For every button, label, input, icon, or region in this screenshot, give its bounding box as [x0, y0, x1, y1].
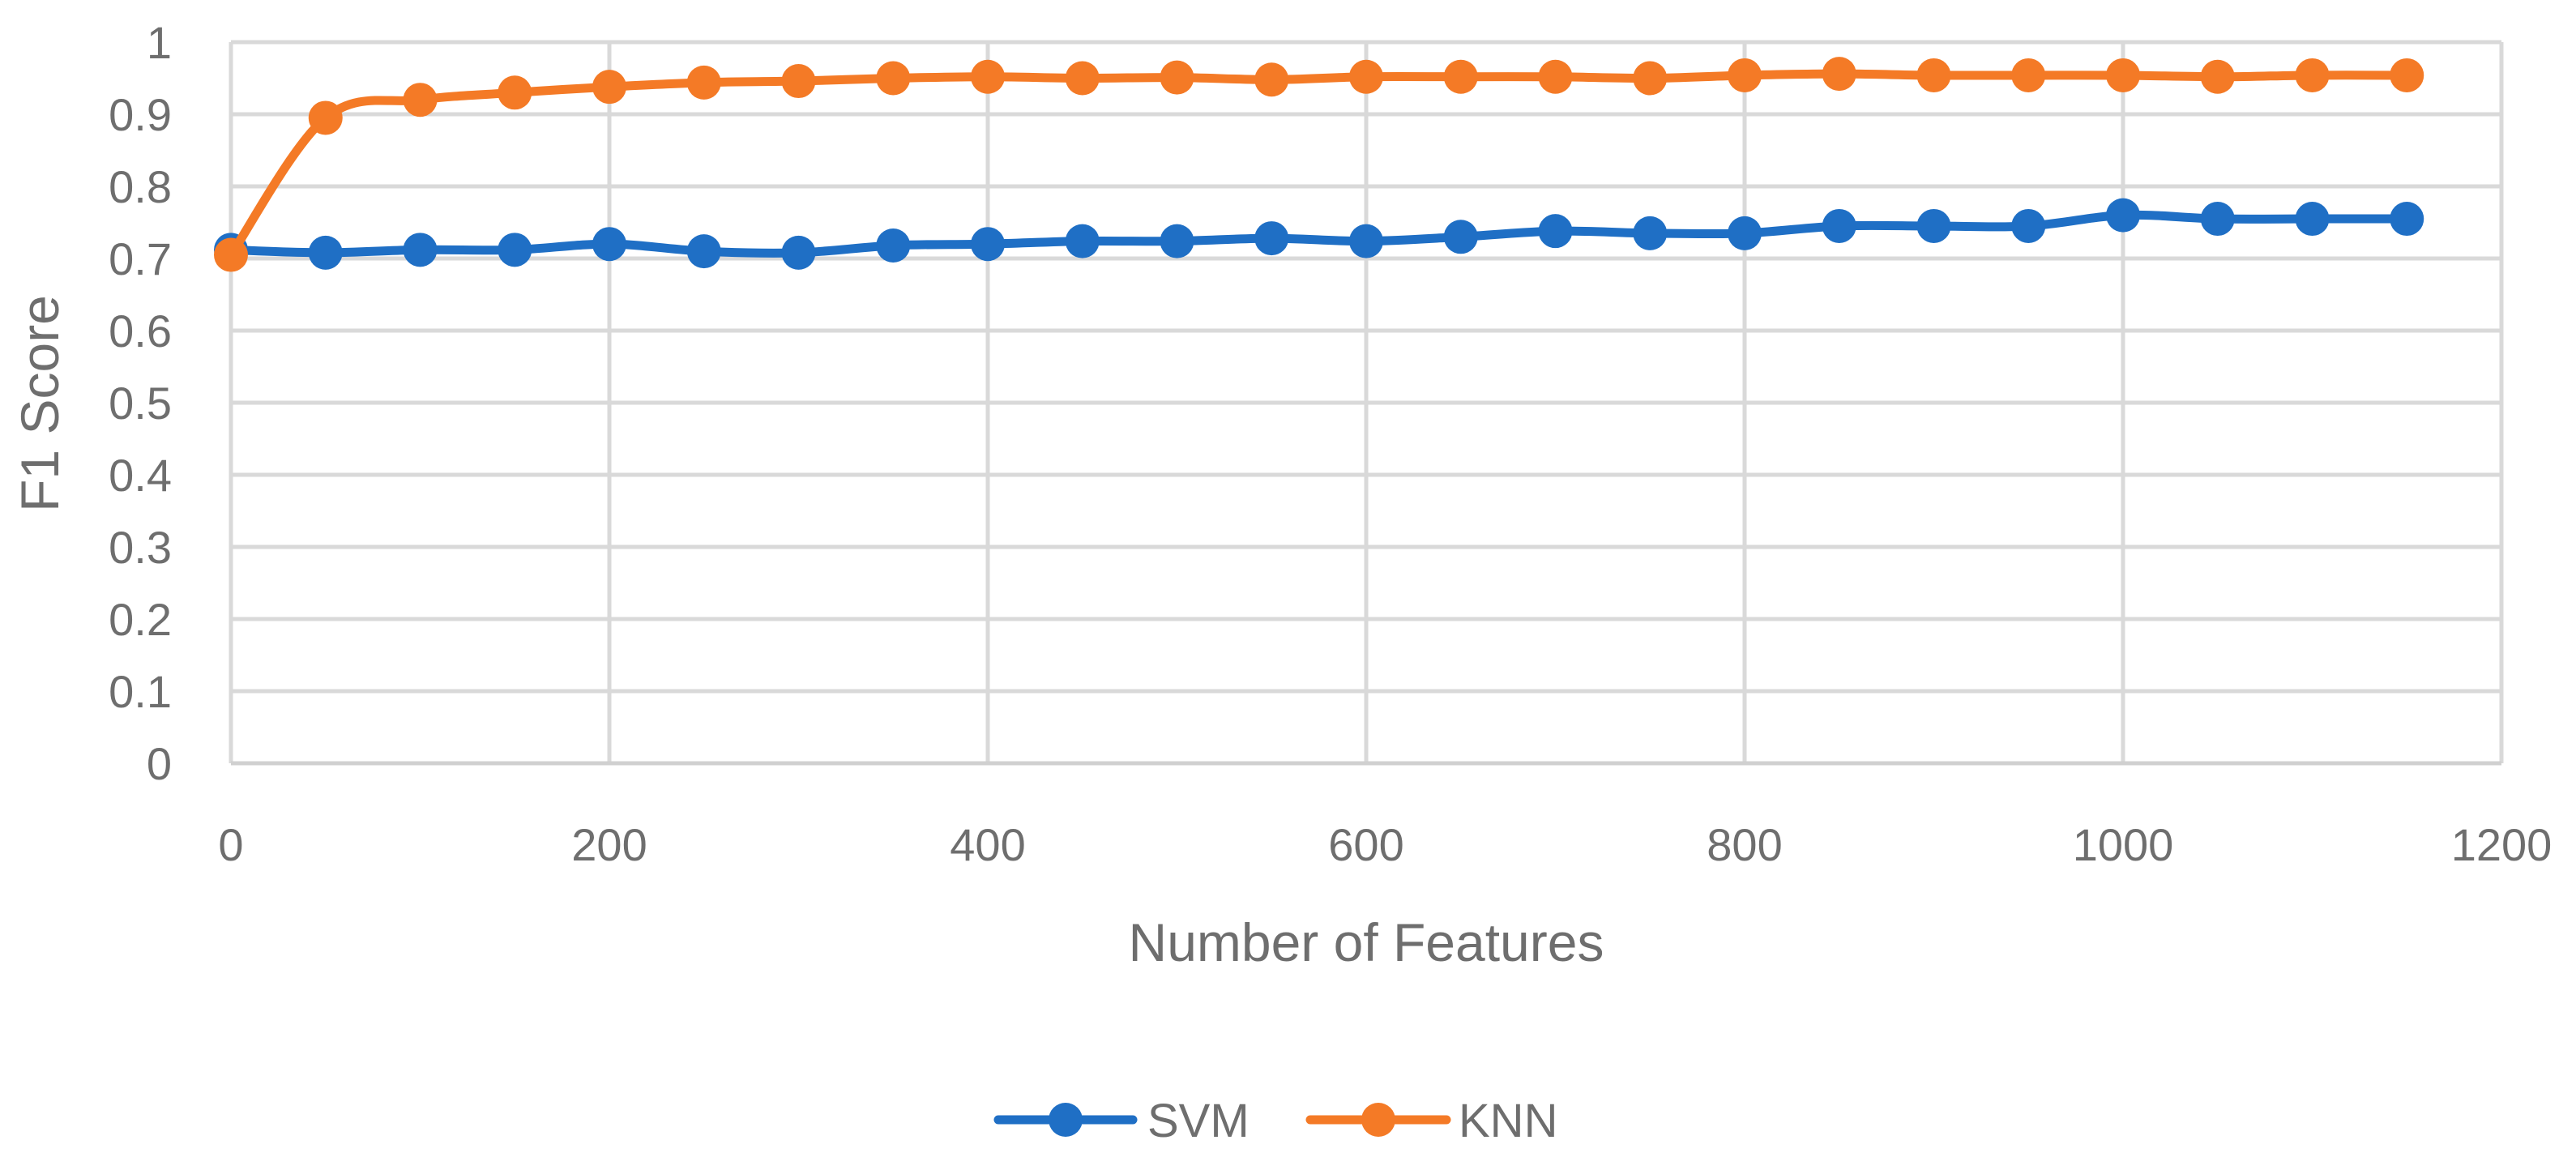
data-point-svm — [2106, 198, 2140, 233]
data-point-knn — [2011, 58, 2046, 92]
data-point-svm — [1254, 221, 1289, 256]
data-point-knn — [1443, 59, 1478, 94]
data-point-knn — [403, 83, 438, 117]
x-tick-label: 0 — [218, 819, 243, 870]
data-point-knn — [592, 70, 626, 105]
data-point-knn — [1538, 59, 1573, 94]
data-point-svm — [1443, 220, 1478, 254]
y-tick-label: 1 — [147, 17, 172, 68]
series-line-knn — [226, 69, 2412, 260]
data-point-svm — [686, 234, 721, 269]
data-point-knn — [971, 59, 1005, 94]
y-axis-ticks: 0 0.1 0.2 0.3 0.4 0.5 0.6 0.7 0.8 0.9 1 — [109, 17, 172, 789]
data-point-svm — [2295, 202, 2330, 237]
data-point-svm — [1822, 208, 1856, 243]
data-point-svm — [1633, 216, 1668, 250]
data-point-knn — [1254, 62, 1289, 97]
data-point-svm — [1916, 208, 1951, 243]
legend-label: KNN — [1459, 1095, 1557, 1147]
data-point-svm — [781, 235, 816, 270]
legend-item-knn: KNN — [1305, 1095, 1557, 1147]
data-point-knn — [876, 61, 911, 96]
data-point-svm — [1728, 216, 1762, 250]
x-axis-ticks: 0 200 400 600 800 1000 1200 — [218, 819, 2552, 870]
data-point-knn — [686, 65, 721, 100]
data-point-knn — [1728, 58, 1762, 92]
x-tick-label: 1200 — [2451, 819, 2553, 870]
data-point-svm — [1160, 224, 1194, 258]
x-tick-label: 200 — [571, 819, 647, 870]
data-point-svm — [2200, 202, 2235, 237]
data-point-knn — [1349, 59, 1383, 94]
grid — [229, 40, 2504, 766]
data-point-knn — [308, 100, 343, 135]
data-point-knn — [1633, 61, 1668, 96]
legend: SVM KNN — [993, 1095, 1557, 1147]
data-point-knn — [1916, 58, 1951, 92]
y-tick-label: 0.9 — [109, 89, 172, 140]
y-tick-label: 0.7 — [109, 233, 172, 284]
data-point-svm — [403, 233, 438, 267]
y-tick-label: 0.8 — [109, 161, 172, 212]
legend-item-svm: SVM — [993, 1095, 1250, 1147]
data-point-svm — [2011, 208, 2046, 243]
series-svm — [214, 198, 2424, 270]
x-tick-label: 400 — [950, 819, 1025, 870]
data-point-knn — [781, 64, 816, 99]
data-point-svm — [308, 235, 343, 270]
data-point-svm — [1065, 224, 1100, 258]
data-point-knn — [214, 237, 248, 272]
data-point-knn — [1065, 61, 1100, 96]
y-tick-label: 0.1 — [109, 666, 172, 717]
data-point-svm — [876, 228, 911, 263]
data-point-svm — [1349, 224, 1383, 258]
data-point-knn — [1822, 57, 1856, 92]
series-line-svm — [226, 210, 2412, 258]
y-tick-label: 0.2 — [109, 594, 172, 645]
data-point-knn — [2295, 58, 2330, 92]
series-layer — [214, 57, 2424, 272]
y-tick-label: 0 — [147, 738, 172, 789]
y-tick-label: 0.4 — [109, 450, 172, 501]
data-point-knn — [498, 75, 532, 110]
data-point-knn — [2390, 58, 2424, 92]
data-point-svm — [592, 227, 626, 262]
legend-swatch-marker — [1049, 1103, 1083, 1137]
data-point-svm — [2390, 202, 2424, 237]
data-point-svm — [1538, 214, 1573, 249]
data-point-knn — [2200, 59, 2235, 94]
x-axis-label: Number of Features — [1129, 912, 1604, 972]
data-point-knn — [2106, 58, 2140, 92]
x-tick-label: 800 — [1707, 819, 1782, 870]
y-tick-label: 0.6 — [109, 305, 172, 357]
data-point-svm — [971, 227, 1005, 262]
legend-label: SVM — [1147, 1095, 1250, 1147]
x-tick-label: 1000 — [2073, 819, 2174, 870]
series-knn — [214, 57, 2424, 272]
y-axis-label: F1 Score — [10, 295, 70, 512]
legend-swatch-marker — [1361, 1103, 1395, 1137]
x-tick-label: 600 — [1328, 819, 1403, 870]
data-point-knn — [1160, 60, 1194, 95]
y-tick-label: 0.3 — [109, 522, 172, 573]
y-tick-label: 0.5 — [109, 378, 172, 429]
data-point-svm — [498, 233, 532, 267]
